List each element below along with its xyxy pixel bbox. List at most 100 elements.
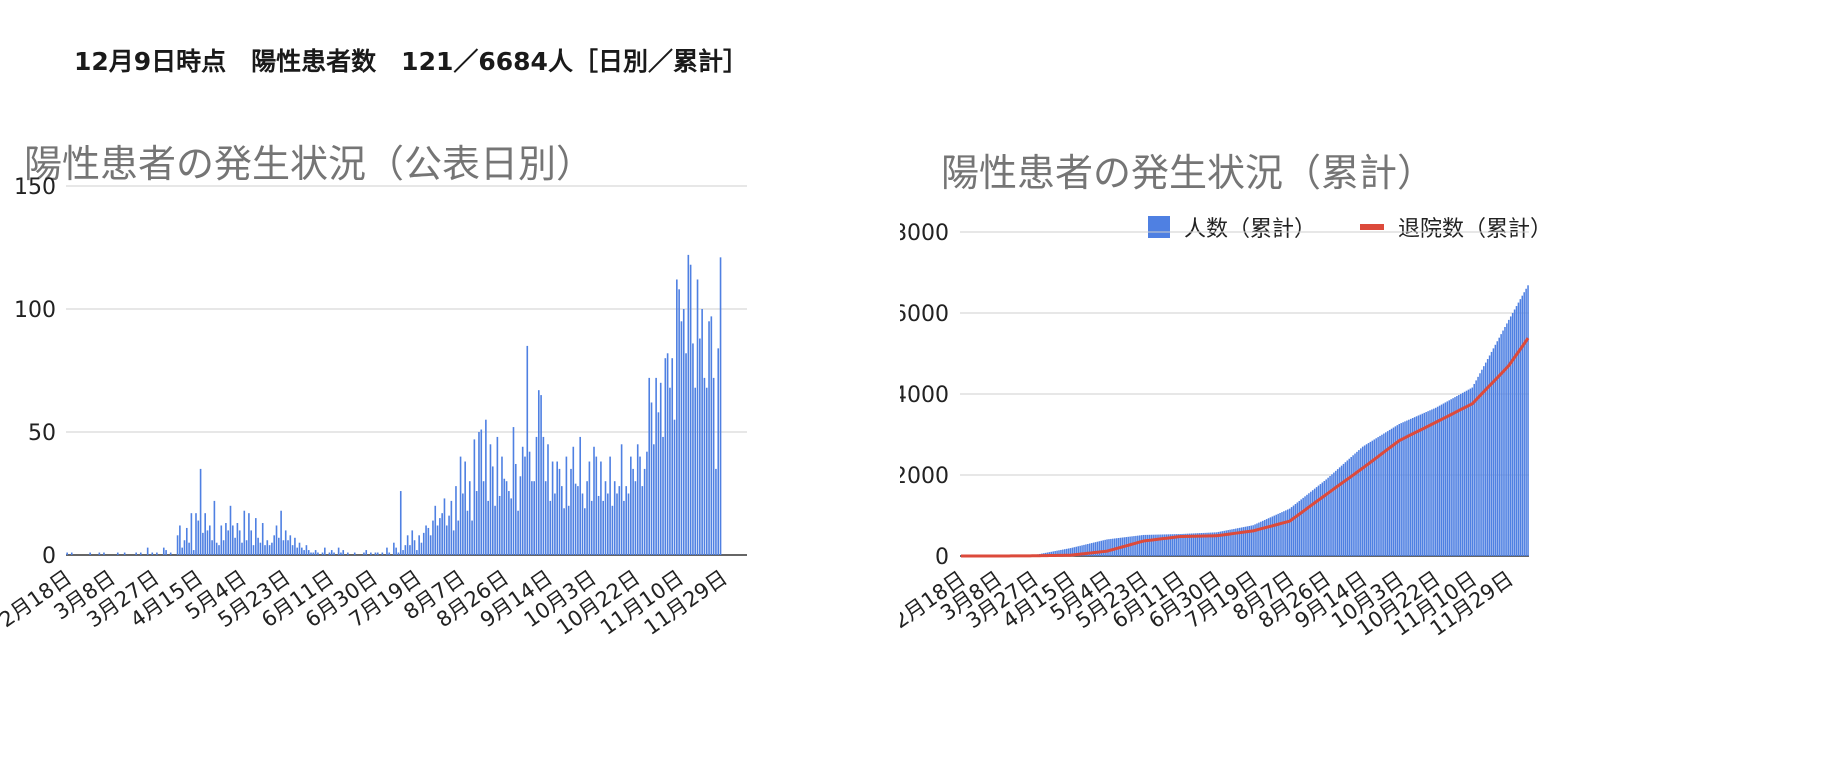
y-tick-label: 0 — [42, 544, 56, 569]
bar — [1050, 551, 1053, 556]
bar — [1356, 451, 1358, 556]
bar — [420, 542, 423, 555]
bar — [655, 377, 657, 555]
bar — [1335, 470, 1337, 556]
bar — [301, 547, 303, 555]
cumulative-chart-title: 陽性患者の発生状況（累計） — [941, 151, 1436, 195]
bar — [1473, 383, 1475, 556]
bar — [434, 505, 437, 555]
bar — [1271, 516, 1274, 556]
bar — [1235, 528, 1237, 556]
bar — [146, 547, 149, 555]
bar — [1194, 533, 1197, 556]
bar — [337, 547, 340, 555]
bar — [1390, 428, 1393, 556]
bar — [347, 552, 349, 555]
bar — [1079, 545, 1081, 556]
bar — [123, 552, 126, 555]
bar — [340, 552, 342, 555]
bar — [494, 505, 496, 555]
bar — [607, 493, 609, 555]
bar — [1217, 531, 1220, 556]
bar — [259, 542, 262, 555]
bar — [1202, 532, 1204, 556]
bar — [1067, 548, 1070, 556]
bar — [441, 513, 443, 555]
bar — [1292, 505, 1295, 556]
bar — [1092, 542, 1095, 556]
bar — [1246, 526, 1249, 556]
bar — [625, 486, 628, 555]
bar — [241, 542, 243, 555]
bar — [1065, 548, 1068, 556]
bar — [1508, 319, 1510, 556]
bar — [156, 552, 158, 555]
bar — [1296, 502, 1299, 556]
bar — [1477, 376, 1479, 556]
bar — [1200, 533, 1203, 556]
bar — [590, 500, 593, 555]
bar — [478, 432, 480, 555]
bar — [1081, 545, 1083, 556]
bar — [1177, 534, 1179, 556]
bar — [1254, 524, 1256, 556]
bar — [289, 535, 292, 555]
bar — [192, 550, 195, 555]
bar — [418, 535, 420, 555]
bar — [213, 500, 216, 555]
bar — [1315, 487, 1318, 556]
bar — [271, 542, 273, 555]
bar — [402, 550, 404, 555]
bar — [1340, 465, 1343, 556]
bar — [510, 498, 512, 555]
bar — [1285, 510, 1287, 556]
bar — [1135, 535, 1137, 556]
bar — [1206, 532, 1208, 556]
bar — [284, 530, 287, 555]
bar — [1237, 528, 1239, 556]
bar — [294, 537, 296, 555]
bar — [314, 550, 317, 555]
bar — [1160, 534, 1162, 556]
bar — [512, 427, 515, 555]
bar — [528, 451, 531, 555]
bar — [643, 468, 646, 555]
bar — [243, 510, 246, 555]
bar — [252, 545, 255, 555]
bar — [370, 552, 372, 555]
bar — [1446, 401, 1449, 556]
bar — [425, 525, 427, 555]
bar — [634, 481, 637, 555]
bar — [1219, 531, 1222, 556]
bar — [273, 535, 276, 555]
bar — [1113, 538, 1116, 556]
bar — [715, 468, 717, 555]
bar — [452, 530, 455, 555]
bar — [255, 518, 257, 555]
bar — [291, 545, 294, 555]
bar — [524, 456, 526, 555]
bar — [199, 468, 202, 555]
bar — [1450, 399, 1452, 556]
bar — [413, 540, 416, 555]
bar — [595, 456, 598, 555]
bar — [1154, 534, 1156, 556]
legend-label-total: 人数（累計） — [1184, 217, 1317, 242]
bar — [1456, 396, 1458, 556]
bar — [597, 495, 600, 555]
bar — [1212, 532, 1214, 556]
bar — [618, 486, 621, 555]
bar — [208, 525, 211, 555]
bar — [1527, 285, 1529, 556]
bar — [671, 358, 674, 555]
bar — [409, 545, 411, 555]
bar — [176, 535, 179, 555]
bar — [1361, 446, 1364, 556]
bar — [298, 542, 301, 555]
bar — [1519, 299, 1522, 556]
bar — [579, 436, 582, 555]
bar — [139, 552, 142, 555]
legend-label-discharged: 退院数（累計） — [1398, 217, 1553, 242]
bar — [1371, 440, 1374, 556]
bar — [204, 513, 206, 555]
